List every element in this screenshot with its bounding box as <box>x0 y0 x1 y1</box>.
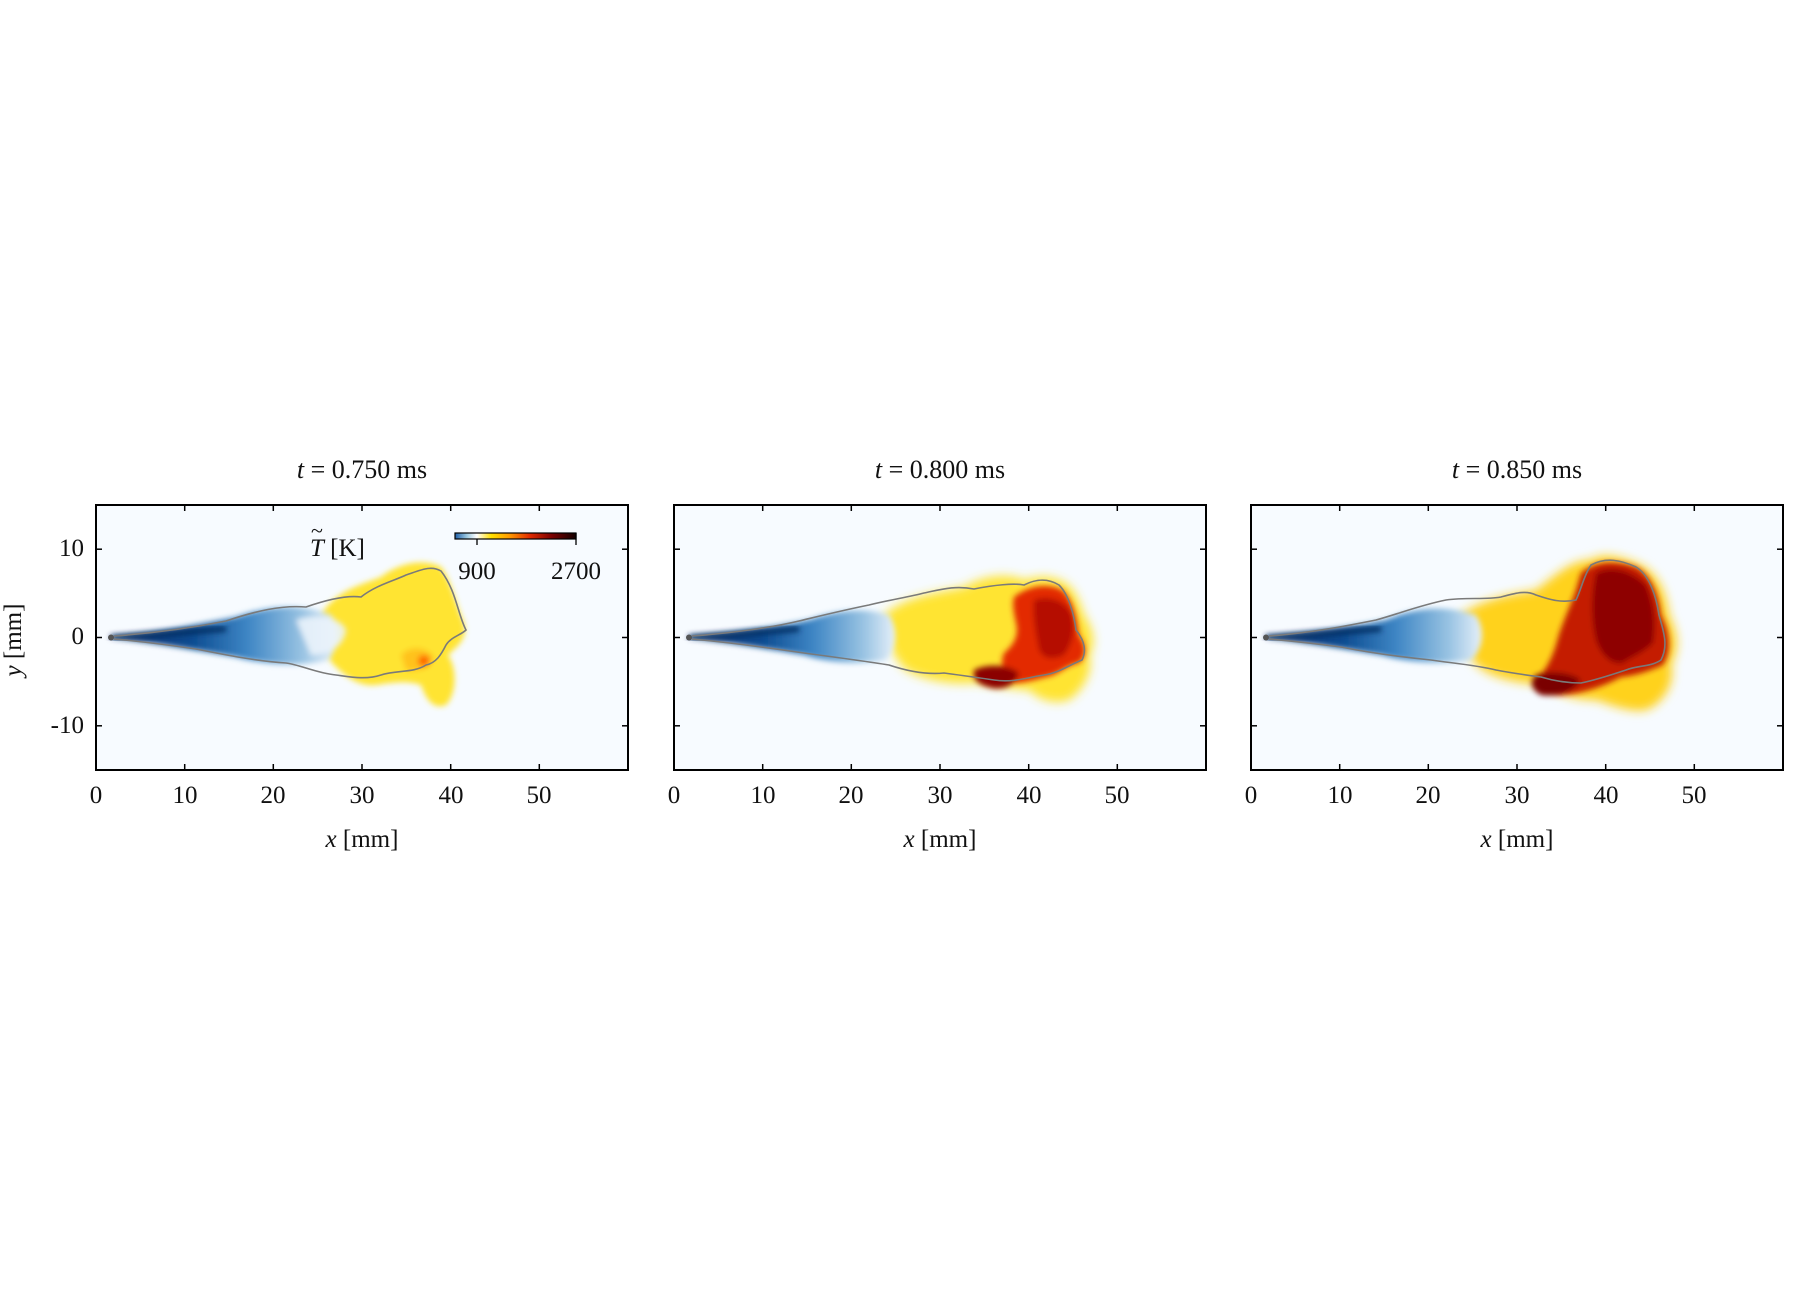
colorbar-label: T [K] <box>310 518 365 563</box>
xtick-label: 30 <box>927 782 953 809</box>
xtick-label: 20 <box>260 782 286 809</box>
temperature-field-2 <box>673 504 1207 771</box>
panel-title-3: t = 0.850 ms <box>1451 455 1583 484</box>
colorbar-tick-min: 900 <box>458 558 496 585</box>
plot-panel-2 <box>673 504 1207 771</box>
axes-frame <box>673 504 1207 771</box>
x-axis-label-1: x [mm] <box>325 826 399 853</box>
xtick-label: 20 <box>1415 782 1441 809</box>
axes-frame <box>95 504 629 771</box>
ytick-label: 0 <box>71 623 85 650</box>
panel-title-1: t = 0.750 ms <box>296 455 428 484</box>
axes-frame <box>1250 504 1784 771</box>
xtick-label: 0 <box>667 782 681 809</box>
ytick-label: -10 <box>50 712 84 739</box>
xtick-label: 10 <box>1327 782 1353 809</box>
xtick-label: 0 <box>89 782 103 809</box>
y-axis-label: y [mm] <box>0 603 27 677</box>
xtick-label: 40 <box>1593 782 1619 809</box>
xtick-label: 20 <box>838 782 864 809</box>
colorbar-tick-max: 2700 <box>551 558 601 585</box>
colorbar <box>454 532 577 540</box>
plot-panel-3 <box>1250 504 1784 771</box>
xtick-label: 30 <box>1504 782 1530 809</box>
xtick-label: 50 <box>526 782 552 809</box>
xtick-label: 30 <box>349 782 375 809</box>
temperature-field-3 <box>1250 504 1784 771</box>
xtick-label: 40 <box>1016 782 1042 809</box>
xtick-label: 40 <box>438 782 464 809</box>
xtick-label: 50 <box>1104 782 1130 809</box>
ytick-label: 10 <box>59 535 84 562</box>
plot-panel-1 <box>95 504 629 771</box>
x-axis-label-2: x [mm] <box>903 826 977 853</box>
xtick-label: 0 <box>1244 782 1258 809</box>
x-axis-label-3: x [mm] <box>1480 826 1554 853</box>
temperature-field-1 <box>95 504 629 771</box>
xtick-label: 10 <box>750 782 776 809</box>
panel-title-2: t = 0.800 ms <box>874 455 1006 484</box>
xtick-label: 50 <box>1681 782 1707 809</box>
xtick-label: 10 <box>172 782 198 809</box>
